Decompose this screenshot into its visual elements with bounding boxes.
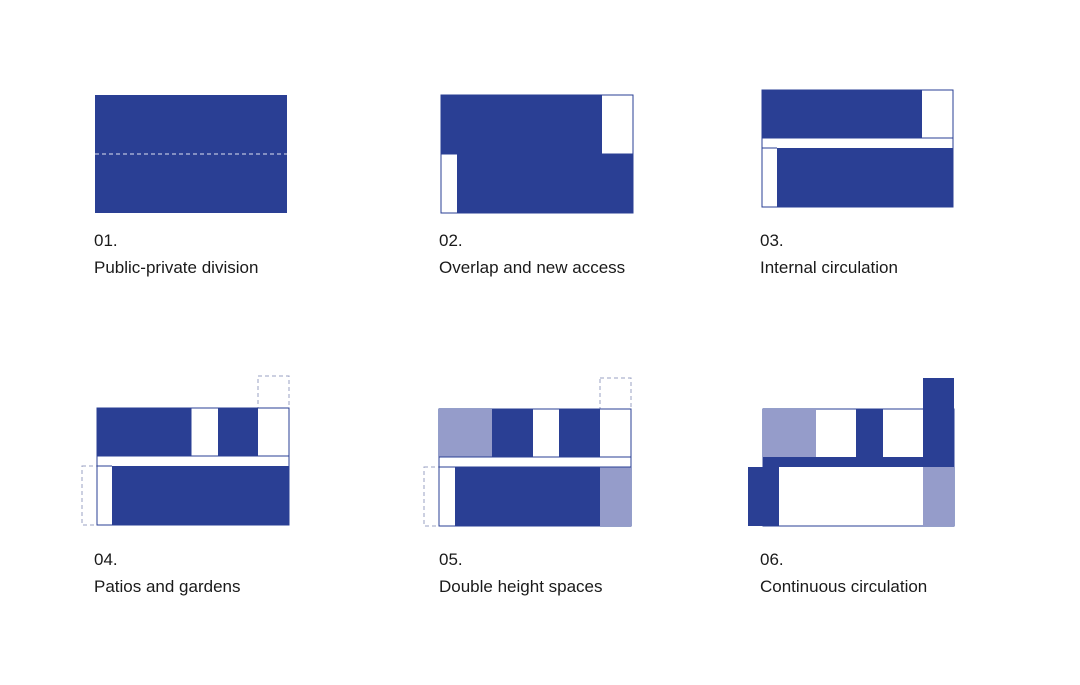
caption-label: Continuous circulation — [760, 577, 928, 596]
caption-06: 06. Continuous circulation — [760, 550, 927, 597]
tower — [923, 378, 954, 467]
caption-number: 01. — [94, 231, 118, 250]
caption-label: Overlap and new access — [439, 258, 626, 277]
double-height-b — [923, 467, 954, 526]
block-b — [218, 408, 258, 456]
caption-01: 01. Public-private division — [94, 231, 258, 278]
dashed-space-left — [423, 466, 440, 527]
caption-03: 03. Internal circulation — [760, 231, 898, 278]
side-block — [748, 467, 779, 526]
double-height-a — [439, 409, 492, 457]
caption-number: 04. — [94, 550, 118, 569]
caption-04: 04. Patios and gardens — [94, 550, 241, 597]
diagram-01-public-private-division — [95, 95, 287, 213]
upper-block — [762, 90, 922, 138]
dashed-garden-left — [81, 465, 98, 526]
block-a — [492, 409, 533, 457]
lower-block — [112, 466, 289, 525]
caption-number: 05. — [439, 550, 463, 569]
dashed-space-top — [599, 377, 632, 410]
caption-02: 02. Overlap and new access — [439, 231, 625, 278]
caption-number: 02. — [439, 231, 463, 250]
diagram-04-patios-and-gardens — [81, 375, 290, 526]
caption-05: 05. Double height spaces — [439, 550, 603, 597]
caption-number: 06. — [760, 550, 784, 569]
caption-number: 03. — [760, 231, 784, 250]
dashed-garden-top — [257, 375, 290, 409]
caption-label: Internal circulation — [760, 258, 898, 277]
lower-block — [777, 148, 953, 207]
diagram-02-overlap-and-new-access — [440, 94, 634, 214]
circulation-strip — [763, 457, 954, 467]
diagram-03-internal-circulation — [761, 89, 954, 208]
double-height-b — [600, 467, 631, 526]
caption-label: Public-private division — [94, 258, 259, 277]
block-a — [97, 408, 191, 456]
block-a — [856, 409, 883, 457]
lower-block — [455, 467, 600, 526]
lower-block — [457, 154, 633, 213]
caption-label: Double height spaces — [439, 577, 603, 596]
block-b — [559, 409, 600, 457]
diagram-06-continuous-circulation — [748, 378, 955, 527]
diagram-05-double-height-spaces — [423, 377, 632, 527]
caption-label: Patios and gardens — [94, 577, 241, 596]
double-height-a — [763, 409, 816, 457]
upper-block — [441, 95, 602, 154]
